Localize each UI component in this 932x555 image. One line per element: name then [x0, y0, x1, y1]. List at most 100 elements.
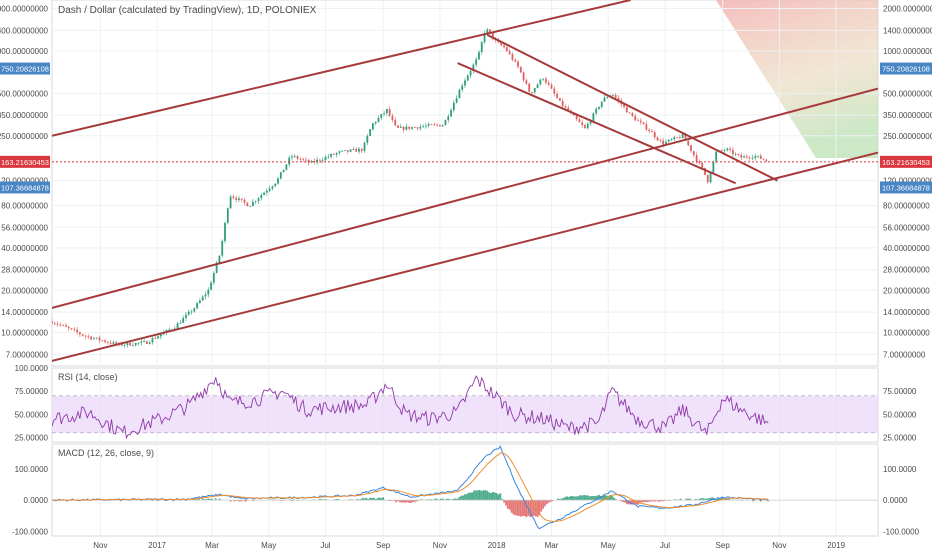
- macd-histogram-bar: [574, 496, 576, 500]
- price-candle-body: [76, 330, 78, 332]
- price-candle-body: [548, 83, 550, 85]
- price-tick-left: 350.00000000: [0, 111, 49, 120]
- macd-histogram-bar: [587, 495, 589, 500]
- price-candle-body: [645, 124, 647, 130]
- macd-tick-right: 0.0000: [883, 496, 908, 505]
- price-candle-body: [740, 155, 742, 158]
- price-candle-body: [601, 102, 603, 107]
- price-candle-body: [124, 345, 126, 346]
- price-candle-body: [352, 149, 354, 150]
- macd-tick-left: 100.0000: [15, 465, 49, 474]
- price-candle-body: [687, 141, 689, 146]
- macd-histogram-bar: [525, 500, 527, 517]
- macd-histogram-bar: [544, 500, 546, 506]
- rsi-tick-right: 50.00000: [883, 410, 917, 419]
- price-candle-body: [481, 42, 483, 52]
- price-candle-body: [101, 340, 103, 341]
- price-candle-body: [715, 152, 717, 162]
- price-tick-right: 1000.0000000: [883, 47, 932, 56]
- price-candle-body: [710, 173, 712, 182]
- macd-histogram-bar: [494, 492, 496, 500]
- macd-histogram-bar: [546, 500, 548, 504]
- price-candle-body: [90, 337, 92, 340]
- macd-histogram-bar: [572, 496, 574, 500]
- macd-histogram-bar: [511, 500, 513, 513]
- price-candle-body: [447, 116, 449, 120]
- price-candle-body: [648, 130, 650, 131]
- price-candle-body: [604, 97, 606, 101]
- price-candle-body: [562, 101, 564, 106]
- price-candle-body: [707, 175, 709, 182]
- price-badge-right-text: 163.21630453: [882, 158, 930, 167]
- price-candle-body: [297, 156, 299, 159]
- macd-histogram-bar: [499, 493, 501, 500]
- price-candle-body: [411, 127, 413, 129]
- price-candle-body: [129, 343, 131, 346]
- macd-pane[interactable]: [52, 444, 878, 536]
- price-candle-body: [383, 113, 385, 114]
- price-candle-body: [690, 145, 692, 151]
- price-candle-body: [112, 342, 114, 344]
- price-candle-body: [394, 120, 396, 125]
- price-candle-body: [539, 80, 541, 85]
- price-candle-body: [291, 156, 293, 157]
- price-tick-left: 80.00000000: [1, 201, 48, 210]
- price-candle-body: [241, 198, 243, 199]
- price-candle-body: [579, 119, 581, 122]
- price-candle-body: [735, 154, 737, 155]
- price-candle-body: [378, 118, 380, 122]
- price-candle-body: [559, 98, 561, 101]
- rsi-tick-left: 25.00000: [15, 433, 49, 442]
- price-candle-body: [682, 134, 684, 138]
- price-candle-body: [143, 341, 145, 342]
- price-candle-body: [712, 161, 714, 172]
- price-candle-body: [696, 155, 698, 161]
- price-candle-body: [676, 137, 678, 138]
- price-candle-body: [754, 156, 756, 158]
- macd-histogram-bar: [488, 492, 490, 500]
- time-tick: 2017: [148, 541, 166, 550]
- price-candle-body: [179, 323, 181, 324]
- price-candle-body: [288, 158, 290, 165]
- rsi-tick-right: 75.00000: [883, 387, 917, 396]
- price-candle-body: [584, 125, 586, 128]
- price-candle-body: [110, 343, 112, 344]
- price-tick-right: 7.00000000: [883, 350, 926, 359]
- price-candle-body: [252, 202, 254, 206]
- price-candle-body: [71, 328, 73, 329]
- price-candle-body: [260, 195, 262, 198]
- macd-tick-left: 0.0000: [24, 496, 49, 505]
- price-candle-body: [634, 116, 636, 120]
- price-candle-body: [442, 125, 444, 126]
- price-tick-left: 10.00000000: [1, 329, 48, 338]
- price-candle-body: [107, 342, 109, 343]
- price-candle-body: [436, 125, 438, 126]
- macd-histogram-bar: [481, 491, 483, 500]
- macd-histogram-bar: [591, 496, 593, 500]
- price-candle-body: [626, 107, 628, 112]
- price-candle-body: [199, 300, 201, 303]
- price-candle-body: [673, 137, 675, 139]
- macd-histogram-bar: [578, 496, 580, 500]
- price-candle-body: [366, 136, 368, 143]
- price-candle-body: [534, 88, 536, 92]
- price-candle-body: [341, 151, 343, 152]
- price-candle-body: [358, 149, 360, 152]
- price-candle-body: [525, 80, 527, 83]
- price-tick-right: 2000.0000000: [883, 5, 932, 14]
- price-candle-body: [263, 193, 265, 195]
- price-candle-body: [470, 71, 472, 76]
- price-candle-body: [632, 113, 634, 116]
- macd-histogram-bar: [473, 490, 475, 500]
- price-candle-body: [269, 189, 271, 191]
- price-candle-body: [386, 109, 388, 113]
- price-candle-body: [230, 197, 232, 209]
- price-candle-body: [149, 342, 151, 343]
- price-candle-body: [280, 172, 282, 178]
- price-candle-body: [461, 85, 463, 89]
- price-candle-body: [629, 112, 631, 113]
- price-candle-body: [258, 198, 260, 201]
- price-candle-body: [531, 92, 533, 93]
- price-candle-body: [657, 137, 659, 140]
